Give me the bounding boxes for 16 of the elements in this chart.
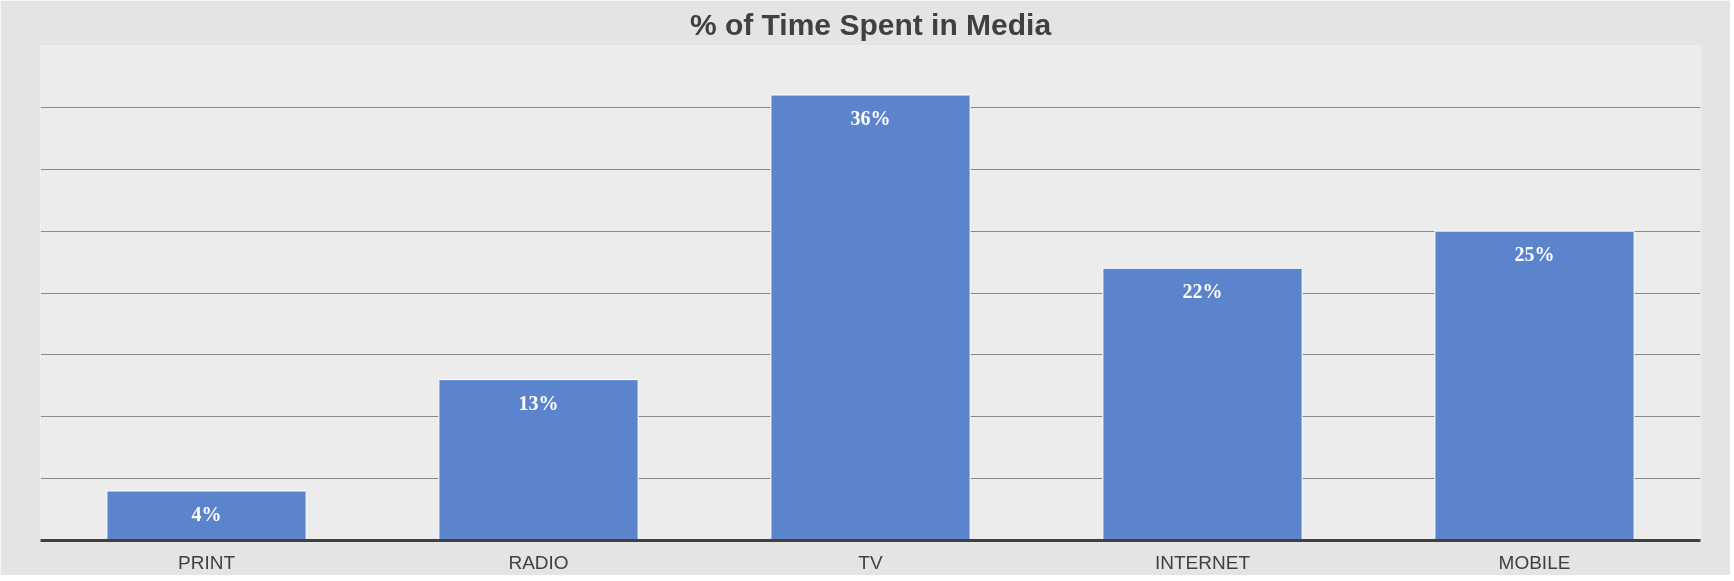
- bar: [438, 379, 639, 541]
- data-label: 13%: [518, 391, 559, 414]
- data-label: 25%: [1514, 243, 1555, 266]
- x-tick-label: MOBILE: [1498, 551, 1571, 573]
- data-label: 4%: [191, 503, 222, 525]
- bar: [770, 94, 971, 541]
- bar: [1434, 230, 1635, 541]
- x-tick-label: RADIO: [508, 551, 569, 573]
- data-label: 36%: [850, 107, 891, 129]
- x-tick-label: PRINT: [178, 551, 236, 573]
- bar: [1102, 267, 1303, 541]
- chart-title: % of Time Spent in Media: [689, 7, 1052, 41]
- x-tick-label: TV: [858, 551, 883, 573]
- x-tick-label: INTERNET: [1155, 551, 1251, 573]
- data-label: 22%: [1182, 280, 1223, 303]
- bar: [106, 490, 307, 541]
